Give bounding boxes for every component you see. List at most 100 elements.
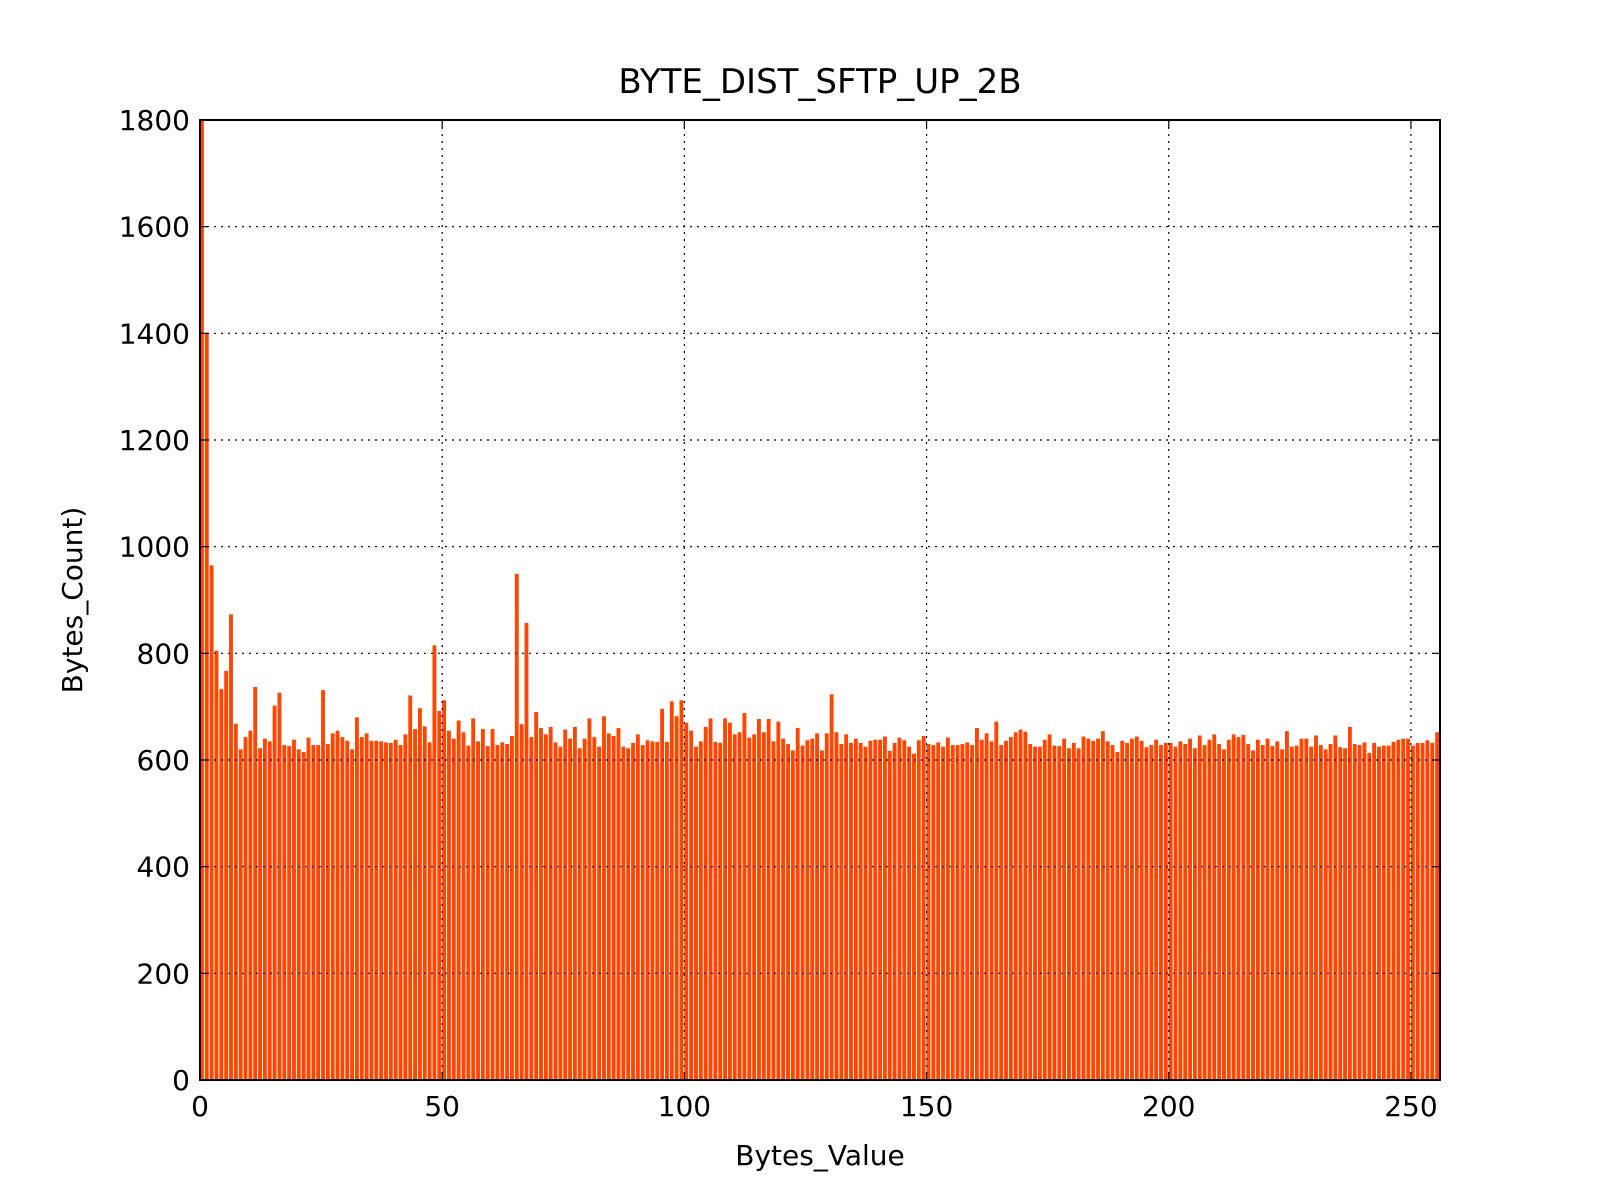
bar: [912, 753, 916, 1080]
bar: [1396, 739, 1401, 1080]
bar: [1352, 744, 1357, 1080]
bar: [800, 745, 805, 1080]
bar: [262, 738, 267, 1080]
bar: [669, 701, 674, 1080]
bar: [790, 750, 795, 1080]
bar: [882, 736, 887, 1080]
bar: [1004, 740, 1008, 1080]
bar: [505, 744, 510, 1080]
bar: [587, 718, 592, 1080]
bar: [253, 686, 258, 1080]
bar: [665, 741, 669, 1080]
chart-title: BYTE_DIST_SFTP_UP_2B: [618, 62, 1021, 102]
bar: [345, 740, 350, 1080]
bar: [1236, 737, 1241, 1080]
bar: [747, 737, 752, 1080]
bar: [1318, 745, 1323, 1080]
bar: [810, 738, 815, 1080]
bar: [432, 645, 437, 1080]
bar: [1037, 746, 1042, 1080]
bar: [713, 741, 718, 1080]
bar: [558, 746, 563, 1080]
bar: [955, 745, 960, 1080]
bar: [229, 614, 233, 1080]
bar: [456, 720, 461, 1080]
bar: [379, 741, 384, 1080]
bar: [1071, 742, 1076, 1080]
bar: [296, 749, 301, 1080]
bar: [1159, 745, 1163, 1080]
bar: [858, 742, 863, 1080]
bar: [1333, 735, 1338, 1080]
bar: [1357, 745, 1362, 1080]
bar: [1391, 741, 1396, 1080]
bar: [1183, 744, 1188, 1080]
bar: [1018, 729, 1023, 1080]
bar: [355, 717, 359, 1080]
bar: [321, 690, 325, 1080]
bar: [1144, 747, 1149, 1080]
bar: [989, 741, 994, 1080]
y-tick-label: 1400: [119, 317, 190, 350]
bar: [1212, 734, 1217, 1080]
bar: [1246, 744, 1251, 1080]
bar: [742, 713, 747, 1080]
bar: [1047, 734, 1052, 1080]
bar: [1265, 738, 1270, 1080]
bar: [248, 730, 253, 1080]
bar: [219, 689, 224, 1080]
bar: [602, 716, 606, 1080]
bar: [723, 718, 727, 1080]
bar: [1105, 741, 1110, 1080]
bar: [1425, 740, 1430, 1080]
bar: [1028, 744, 1033, 1080]
axes-frame: [199, 119, 1441, 1081]
bar: [422, 726, 427, 1080]
bar: [674, 716, 679, 1080]
bar: [1076, 748, 1081, 1080]
bar: [577, 748, 582, 1080]
bar: [340, 737, 345, 1080]
bar: [1202, 745, 1207, 1080]
x-tick-label: 0: [191, 1090, 209, 1123]
bar: [1410, 745, 1415, 1080]
bar: [1415, 742, 1420, 1080]
bar: [834, 732, 839, 1080]
bar: [945, 737, 950, 1080]
bar: [1100, 731, 1105, 1080]
bar: [471, 718, 476, 1080]
bar: [878, 739, 882, 1080]
bar: [287, 746, 292, 1080]
bar: [369, 740, 374, 1080]
bar: [902, 740, 907, 1080]
bar: [233, 723, 238, 1080]
y-tick-label: 800: [137, 637, 190, 670]
bar: [824, 733, 829, 1080]
bar: [844, 734, 849, 1080]
bar: [921, 736, 926, 1080]
bar: [1139, 740, 1144, 1080]
bar: [316, 745, 321, 1080]
bar: [1042, 739, 1047, 1080]
bar: [582, 738, 587, 1080]
bar: [466, 745, 471, 1080]
bar: [1323, 749, 1328, 1080]
bar: [660, 708, 665, 1080]
bar: [805, 740, 810, 1080]
bar: [1289, 746, 1294, 1080]
y-tick-label: 1600: [119, 211, 190, 244]
bar: [975, 728, 979, 1080]
bar: [1285, 731, 1289, 1080]
bar: [965, 742, 970, 1080]
bar: [1023, 731, 1028, 1080]
bar: [1086, 738, 1091, 1080]
bar: [645, 740, 650, 1080]
bar: [1207, 739, 1212, 1080]
bar: [795, 728, 800, 1080]
bar: [306, 737, 311, 1080]
y-tick-label: 1800: [119, 104, 190, 137]
bar: [568, 738, 572, 1080]
bar: [1299, 738, 1304, 1080]
bar: [301, 752, 306, 1080]
x-tick-label: 150: [900, 1090, 953, 1123]
